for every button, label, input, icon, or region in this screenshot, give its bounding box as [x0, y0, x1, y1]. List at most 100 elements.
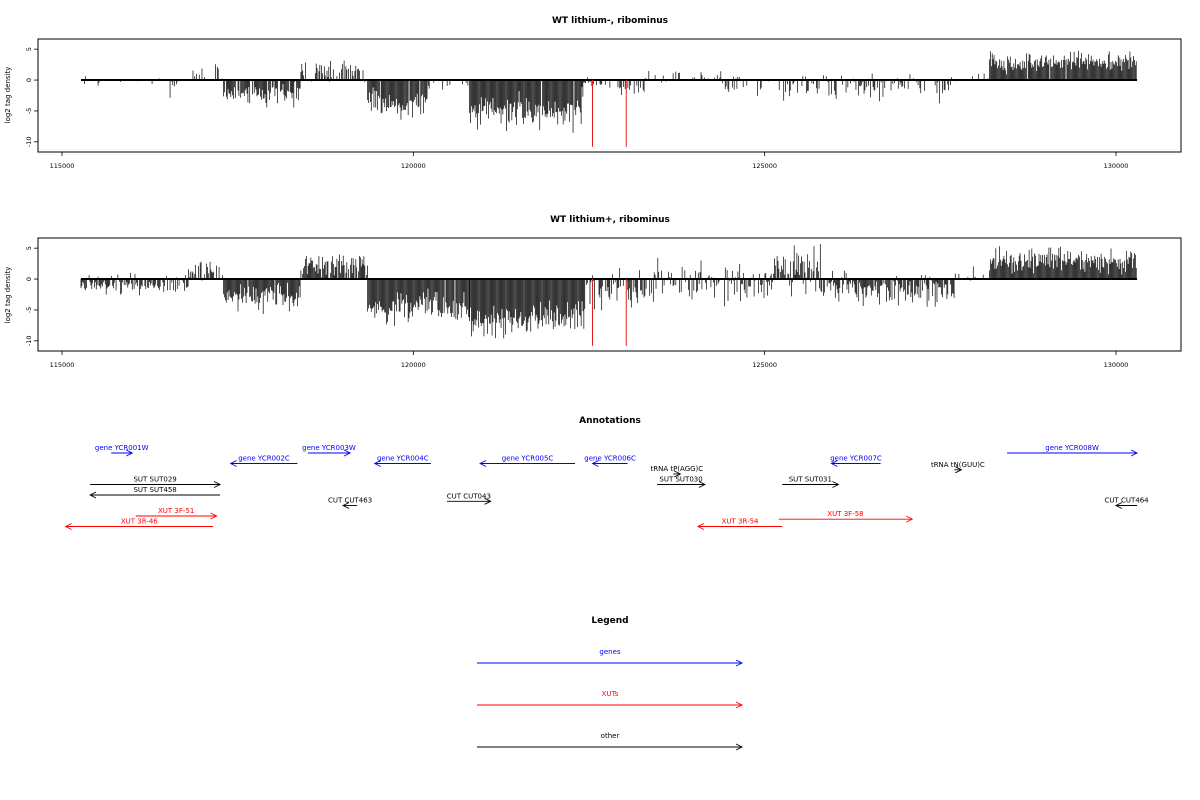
annotation-label: gene YCR001W	[95, 444, 149, 452]
annotation-arrowhead	[126, 449, 134, 457]
annotation-arrowhead	[342, 502, 350, 509]
annotation-arrowhead	[64, 523, 72, 530]
annotation-label: SUT SUT031	[789, 476, 832, 484]
legend-entry: XUTs	[477, 690, 744, 709]
density-bars	[80, 243, 1137, 339]
annotation-other: SUT SUT030	[657, 476, 706, 488]
annotation-arrowhead	[591, 460, 599, 467]
annotation-xut: XUT 3R-54	[696, 518, 783, 530]
x-tick-label: 125000	[752, 162, 777, 170]
legend-title: Legend	[591, 616, 628, 626]
annotations-title: Annotations	[579, 416, 641, 426]
x-tick-label: 115000	[50, 162, 75, 170]
legend-label: genes	[599, 648, 620, 656]
annotation-arrowhead	[210, 512, 218, 520]
y-tick-label: 0	[25, 78, 33, 82]
position-markers	[592, 80, 627, 147]
annotation-other: tRNA tP(AGG)C	[650, 465, 703, 478]
annotation-label: SUT SUT458	[133, 486, 176, 494]
annotation-arrowhead	[955, 466, 963, 474]
legend-arrowhead	[735, 701, 744, 709]
annotation-arrowhead	[484, 497, 492, 505]
annotation-label: SUT SUT030	[659, 476, 702, 484]
annotation-xut: XUT 3R-46	[64, 518, 214, 530]
annotation-gene: gene YCR006C	[584, 455, 636, 467]
annotation-arrowhead	[213, 481, 222, 488]
annotation-label: gene YCR006C	[584, 455, 636, 463]
annotation-other: SUT SUT031	[782, 476, 840, 488]
x-axis: 115000 120000 125000 130000	[50, 152, 1129, 170]
annotation-label: XUT 3F-51	[158, 507, 194, 515]
y-tick-label: -5	[25, 307, 33, 313]
annotation-gene: gene YCR001W	[95, 444, 149, 457]
panel-title: WT lithium-, ribominus	[552, 16, 668, 26]
annotation-other: CUT CUT463	[328, 497, 372, 509]
annotation-gene: gene YCR008W	[1007, 444, 1139, 457]
y-tick-label: -5	[25, 108, 33, 114]
legend-arrowhead	[735, 743, 744, 751]
annotation-gene: gene YCR002C	[229, 455, 298, 467]
legend-entries: genes XUTs other	[477, 648, 744, 751]
annotation-label: XUT 3R-54	[722, 518, 759, 526]
annotation-arrowhead	[89, 491, 97, 499]
annotation-xut: XUT 3F-51	[135, 507, 218, 520]
annotation-label: XUT 3F-58	[827, 510, 863, 518]
annotation-arrowhead	[698, 481, 706, 488]
annotation-label: gene YCR005C	[502, 455, 554, 463]
annotation-arrowhead	[830, 460, 838, 467]
x-tick-label: 115000	[50, 361, 75, 369]
annotation-label: CUT CUT463	[328, 497, 372, 505]
y-tick-label: 0	[25, 277, 33, 281]
annotation-other: SUT SUT458	[89, 486, 221, 499]
position-markers	[592, 279, 627, 346]
annotation-label: CUT CUT043	[447, 492, 491, 500]
annotation-arrowhead	[696, 523, 705, 530]
annotation-gene: gene YCR003W	[302, 444, 356, 457]
plot-frame	[37, 237, 1182, 352]
panel-wt-lithium-minus: WT lithium-, ribominus log2 tag density …	[4, 16, 1182, 170]
x-axis: 115000 120000 125000 130000	[50, 351, 1129, 369]
annotation-other: CUT CUT043	[447, 492, 492, 505]
annotation-features: gene YCR001W gene YCR002C gene YCR003W gene…	[64, 444, 1149, 530]
legend-label: XUTs	[602, 690, 619, 698]
y-axis: 5 0 -5 -10	[25, 47, 38, 147]
y-axis: 5 0 -5 -10	[25, 246, 38, 346]
legend-entry: other	[477, 732, 744, 751]
annotation-xut: XUT 3F-58	[778, 510, 914, 523]
annotation-label: gene YCR004C	[377, 455, 429, 463]
y-tick-label: -10	[25, 336, 33, 347]
annotation-label: tRNA tP(AGG)C	[650, 465, 703, 473]
annotation-other: CUT CUT464	[1104, 497, 1149, 509]
annotation-other: tRNA tN(GUU)C	[931, 461, 985, 474]
annotation-label: SUT SUT029	[133, 476, 176, 484]
annotation-arrowhead	[229, 460, 237, 467]
density-bars	[84, 50, 1137, 133]
y-axis-label: log2 tag density	[4, 67, 12, 124]
annotation-gene: gene YCR007C	[830, 455, 882, 467]
annotation-label: gene YCR003W	[302, 444, 356, 452]
y-tick-label: 5	[25, 47, 33, 51]
x-tick-label: 125000	[752, 361, 777, 369]
x-tick-label: 130000	[1104, 162, 1129, 170]
legend-label: other	[601, 732, 620, 740]
annotation-arrowhead	[479, 460, 487, 467]
x-tick-label: 130000	[1104, 361, 1129, 369]
annotation-arrowhead	[373, 460, 381, 467]
annotation-arrowhead	[832, 481, 840, 488]
annotation-label: tRNA tN(GUU)C	[931, 461, 985, 469]
annotation-arrowhead	[1130, 449, 1139, 457]
annotation-arrowhead	[906, 515, 914, 523]
panel-title: WT lithium+, ribominus	[550, 215, 670, 225]
annotation-label: gene YCR002C	[238, 455, 290, 463]
annotation-label: XUT 3R-46	[121, 518, 158, 526]
annotation-arrowhead	[343, 449, 352, 457]
annotation-arrowhead	[674, 470, 682, 478]
plot-frame	[37, 38, 1182, 153]
annotation-gene: gene YCR004C	[373, 455, 431, 467]
panel-wt-lithium-plus: WT lithium+, ribominus log2 tag density …	[4, 215, 1182, 369]
y-tick-label: 5	[25, 246, 33, 250]
legend-entry: genes	[477, 648, 744, 667]
annotation-label: CUT CUT464	[1104, 497, 1149, 505]
